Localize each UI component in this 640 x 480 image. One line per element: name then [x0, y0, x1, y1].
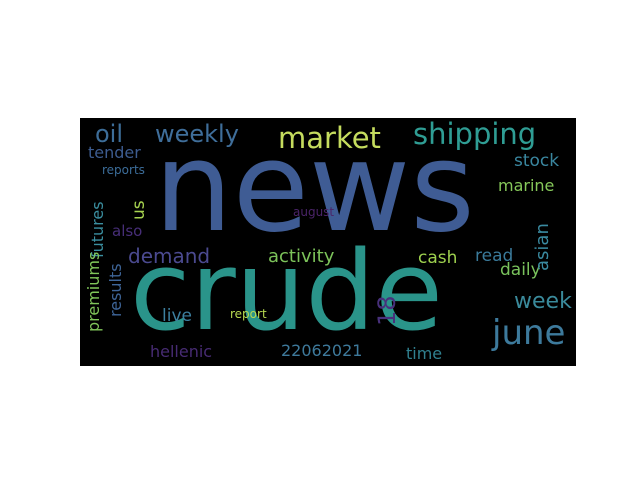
word-week: week: [514, 289, 572, 314]
word-crude: crude: [130, 227, 443, 355]
word-shipping: shipping: [413, 118, 537, 151]
word-time: time: [406, 344, 443, 363]
word-hellenic: hellenic: [150, 342, 213, 361]
word-read: read: [475, 246, 514, 266]
word-market: market: [278, 121, 381, 155]
word-reports: reports: [102, 163, 145, 177]
word-stock: stock: [514, 151, 560, 171]
word-news: news: [154, 118, 475, 260]
word-premiums: premiums: [84, 251, 103, 332]
word-activity: activity: [268, 246, 335, 267]
word-live: live: [162, 306, 192, 326]
word-futures: futures: [88, 201, 107, 258]
word-us: us: [129, 200, 149, 220]
word-cloud: news crude shipping market oil weekly ju…: [80, 118, 576, 366]
word-june: june: [492, 313, 566, 353]
word-22062021: 22062021: [281, 341, 363, 360]
word-results: results: [106, 263, 125, 317]
word-18: 18: [373, 295, 401, 326]
word-august: august: [293, 205, 335, 219]
word-oil: oil: [95, 120, 124, 148]
word-also: also: [112, 222, 143, 240]
word-weekly: weekly: [155, 120, 239, 148]
word-marine: marine: [498, 176, 555, 195]
word-cash: cash: [418, 248, 458, 268]
word-asian: asian: [532, 223, 553, 271]
word-report: report: [230, 307, 267, 321]
word-daily: daily: [500, 260, 541, 280]
word-tender: tender: [88, 143, 141, 162]
word-demand: demand: [128, 244, 211, 268]
